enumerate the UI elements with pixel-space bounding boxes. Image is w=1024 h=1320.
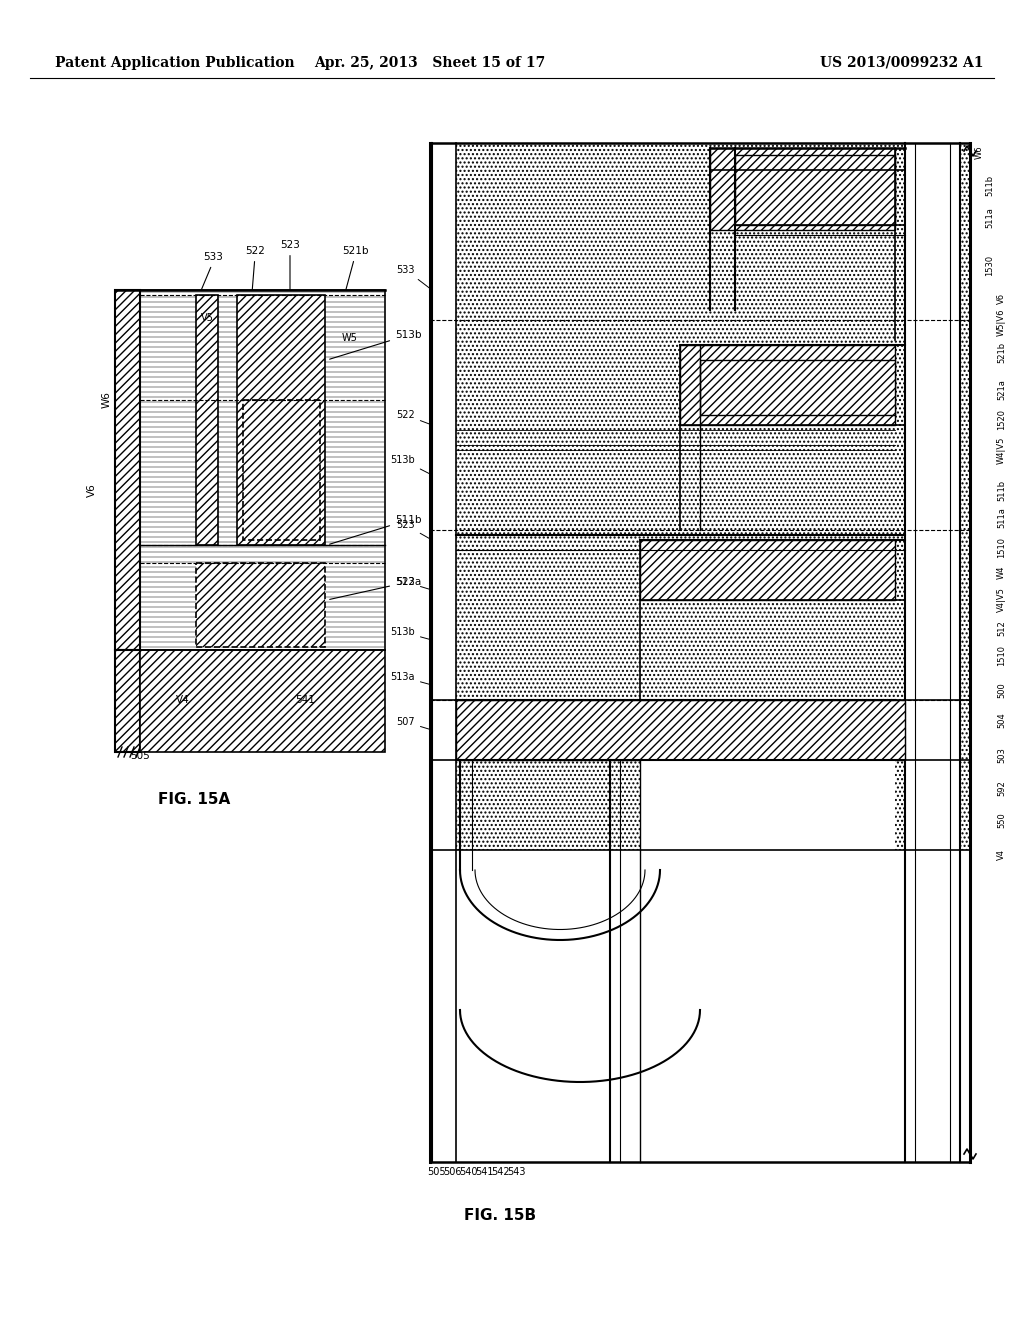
- Text: 511a: 511a: [997, 508, 1006, 528]
- Polygon shape: [196, 294, 218, 545]
- Text: W4|V5: W4|V5: [997, 437, 1006, 463]
- Polygon shape: [430, 143, 970, 1162]
- Text: 1510: 1510: [997, 537, 1006, 558]
- Polygon shape: [735, 154, 895, 224]
- Text: 521b: 521b: [997, 342, 1006, 363]
- Text: 511b: 511b: [985, 174, 994, 195]
- Text: 521a: 521a: [997, 380, 1006, 400]
- Text: FIG. 15B: FIG. 15B: [464, 1208, 536, 1222]
- Text: 541: 541: [475, 1167, 494, 1177]
- Text: W6: W6: [975, 145, 984, 158]
- Polygon shape: [640, 760, 895, 1162]
- Text: V4|V5: V4|V5: [997, 587, 1006, 612]
- Text: W5: W5: [342, 333, 358, 343]
- Text: US 2013/0099232 A1: US 2013/0099232 A1: [820, 55, 983, 70]
- Polygon shape: [115, 649, 140, 752]
- Text: 542: 542: [490, 1167, 509, 1177]
- Text: V6: V6: [997, 293, 1006, 304]
- Text: Apr. 25, 2013   Sheet 15 of 17: Apr. 25, 2013 Sheet 15 of 17: [314, 55, 546, 70]
- Text: V4: V4: [997, 850, 1006, 861]
- Polygon shape: [456, 700, 905, 760]
- Text: 543: 543: [507, 1167, 525, 1177]
- Text: 533: 533: [201, 252, 223, 290]
- Polygon shape: [680, 345, 895, 425]
- Text: 1520: 1520: [997, 409, 1006, 430]
- Text: 504: 504: [997, 711, 1006, 727]
- Text: W4: W4: [997, 565, 1006, 578]
- Polygon shape: [456, 850, 970, 1162]
- Polygon shape: [640, 540, 895, 601]
- Text: 533: 533: [396, 265, 430, 288]
- Text: 500: 500: [997, 682, 1006, 698]
- Text: W6: W6: [102, 392, 112, 408]
- Polygon shape: [140, 649, 385, 752]
- Text: 522: 522: [245, 246, 265, 290]
- Polygon shape: [700, 360, 895, 414]
- Text: 505: 505: [427, 1167, 445, 1177]
- Polygon shape: [243, 400, 319, 540]
- Text: 505: 505: [130, 751, 150, 762]
- Polygon shape: [430, 143, 970, 1162]
- Text: V5: V5: [201, 313, 213, 323]
- Text: V6: V6: [87, 483, 97, 496]
- Text: 523: 523: [396, 520, 430, 539]
- Polygon shape: [196, 564, 325, 647]
- Text: 513a: 513a: [390, 672, 429, 684]
- Text: 522: 522: [396, 411, 429, 424]
- Text: 513a: 513a: [330, 577, 421, 599]
- Text: 512: 512: [997, 620, 1006, 636]
- Text: 540: 540: [459, 1167, 477, 1177]
- Polygon shape: [115, 290, 140, 649]
- Text: 511b: 511b: [997, 479, 1006, 500]
- Text: 511a: 511a: [985, 207, 994, 228]
- Polygon shape: [710, 148, 895, 230]
- Text: 541: 541: [295, 696, 315, 705]
- Text: 513b: 513b: [330, 330, 422, 359]
- Text: 523: 523: [280, 240, 300, 290]
- Text: 513b: 513b: [390, 455, 429, 474]
- Text: 1530: 1530: [985, 255, 994, 276]
- Text: 506: 506: [442, 1167, 461, 1177]
- Text: 521b: 521b: [342, 246, 369, 290]
- Text: W5|V6: W5|V6: [997, 309, 1006, 335]
- Text: W4: W4: [270, 445, 286, 455]
- Polygon shape: [430, 143, 456, 1162]
- Polygon shape: [905, 143, 961, 1162]
- Text: FIG. 15A: FIG. 15A: [158, 792, 230, 808]
- Text: Patent Application Publication: Patent Application Publication: [55, 55, 295, 70]
- Text: 503: 503: [997, 747, 1006, 763]
- Text: V4: V4: [176, 696, 189, 705]
- Polygon shape: [140, 290, 385, 649]
- Text: 513b: 513b: [390, 627, 429, 639]
- Text: 511b: 511b: [330, 515, 422, 544]
- Text: 1510: 1510: [997, 644, 1006, 665]
- Text: 522: 522: [396, 577, 429, 589]
- Text: 507: 507: [396, 717, 429, 729]
- Text: 550: 550: [997, 812, 1006, 828]
- Text: 592: 592: [997, 780, 1006, 796]
- Polygon shape: [237, 294, 325, 545]
